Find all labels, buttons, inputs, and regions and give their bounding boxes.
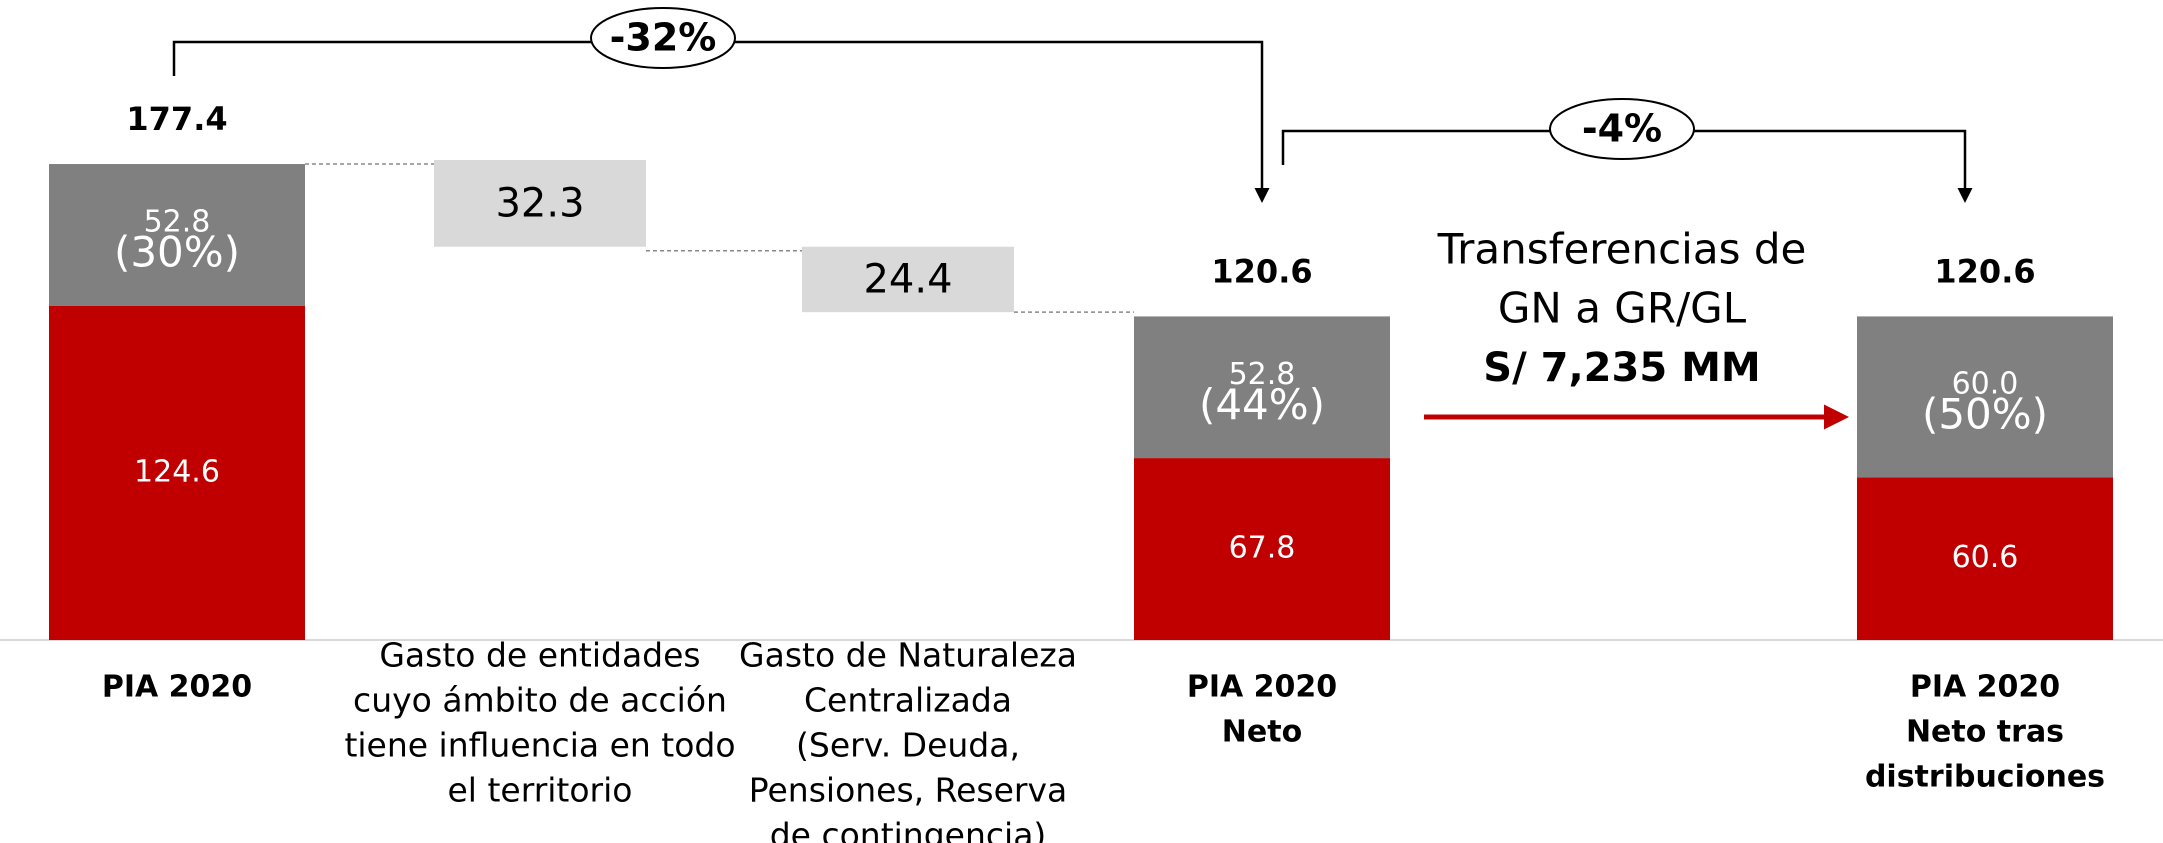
value-label: 32.3 <box>495 180 584 226</box>
share-label: (50%) <box>1922 389 2048 438</box>
x-tick-label: PIA 2020 <box>1187 670 1337 705</box>
x-tick-label: PIA 2020 <box>102 670 252 705</box>
bar-segment <box>1134 316 1390 459</box>
x-tick-label: cuyo ámbito de acción <box>353 681 727 720</box>
change-label: -32% <box>610 16 717 60</box>
bar-segment <box>1857 477 2113 640</box>
value-label: 24.4 <box>863 256 952 302</box>
x-tick-label: Neto <box>1222 715 1302 750</box>
share-label: (44%) <box>1199 380 1325 429</box>
note: GN a GR/GL <box>1498 284 1747 333</box>
change-badge <box>1549 98 1695 160</box>
change-label: -4% <box>1582 107 1662 151</box>
note: S/ 7,235 MM <box>1483 345 1760 391</box>
x-tick-label: Pensiones, Reserva <box>749 771 1067 810</box>
value-label: 60.6 <box>1952 540 2019 575</box>
bar-segment <box>1857 316 2113 478</box>
x-tick-label: el territorio <box>448 771 633 810</box>
total-label: 120.6 <box>1211 252 1312 290</box>
x-tick-label: tiene influencia en todo <box>344 726 735 765</box>
x-tick-label: Gasto de Naturaleza <box>739 636 1077 675</box>
bracket <box>172 40 1270 203</box>
bar-segment <box>49 164 305 306</box>
change-badge <box>590 7 736 69</box>
value-label: 124.6 <box>134 454 220 489</box>
x-tick-label: distribuciones <box>1865 760 2105 795</box>
x-tick-label: Centralizada <box>804 681 1012 720</box>
x-tick-label: Gasto de entidades <box>379 636 700 675</box>
value-label: 60.0 <box>1952 366 2019 401</box>
x-tick-label: (Serv. Deuda, <box>796 726 1020 765</box>
value-label: 52.8 <box>1229 357 1296 392</box>
bar-segment <box>1134 458 1390 640</box>
share-label: (30%) <box>114 227 240 276</box>
value-label: 52.8 <box>144 204 211 239</box>
decrement-bar <box>434 160 646 247</box>
x-tick-label: Neto tras <box>1906 715 2064 750</box>
total-label: 120.6 <box>1934 252 2035 290</box>
note: Transferencias de <box>1437 225 1807 274</box>
total-label: 177.4 <box>126 100 227 138</box>
x-tick-label: PIA 2020 <box>1910 670 2060 705</box>
x-tick-label: de contingencia) <box>770 816 1047 843</box>
decrement-bar <box>802 246 1014 313</box>
bar-segment <box>49 305 305 640</box>
value-label: 67.8 <box>1229 531 1296 566</box>
